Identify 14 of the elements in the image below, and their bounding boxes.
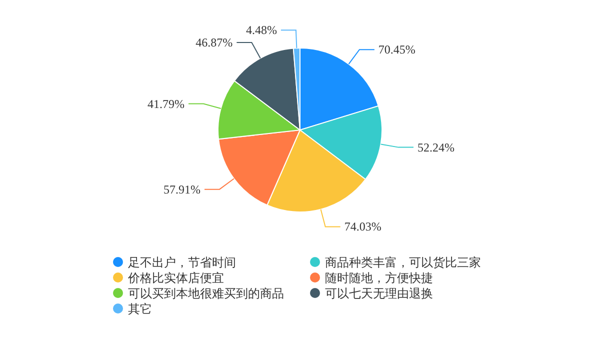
data-label: 57.91% bbox=[164, 182, 200, 196]
legend-label: 价格比实体店便宜 bbox=[127, 271, 224, 285]
legend-label: 其它 bbox=[128, 302, 152, 316]
legend-label: 随时随地，方便快捷 bbox=[325, 271, 433, 285]
legend-label: 商品种类丰富，可以货比三家 bbox=[325, 256, 481, 270]
data-label: 4.48% bbox=[246, 23, 277, 38]
legend-label: 可以买到本地很难买到的商品 bbox=[128, 286, 284, 300]
legend-label: 可以七天无理由退换 bbox=[325, 286, 433, 300]
data-label: 41.79% bbox=[148, 96, 185, 111]
data-label: 52.24% bbox=[417, 140, 454, 154]
data-label: 70.45% bbox=[378, 42, 416, 57]
data-label: 46.87% bbox=[196, 35, 233, 50]
data-label: 74.03% bbox=[344, 220, 382, 234]
legend-label: 足不出户，节省时间 bbox=[128, 256, 236, 270]
